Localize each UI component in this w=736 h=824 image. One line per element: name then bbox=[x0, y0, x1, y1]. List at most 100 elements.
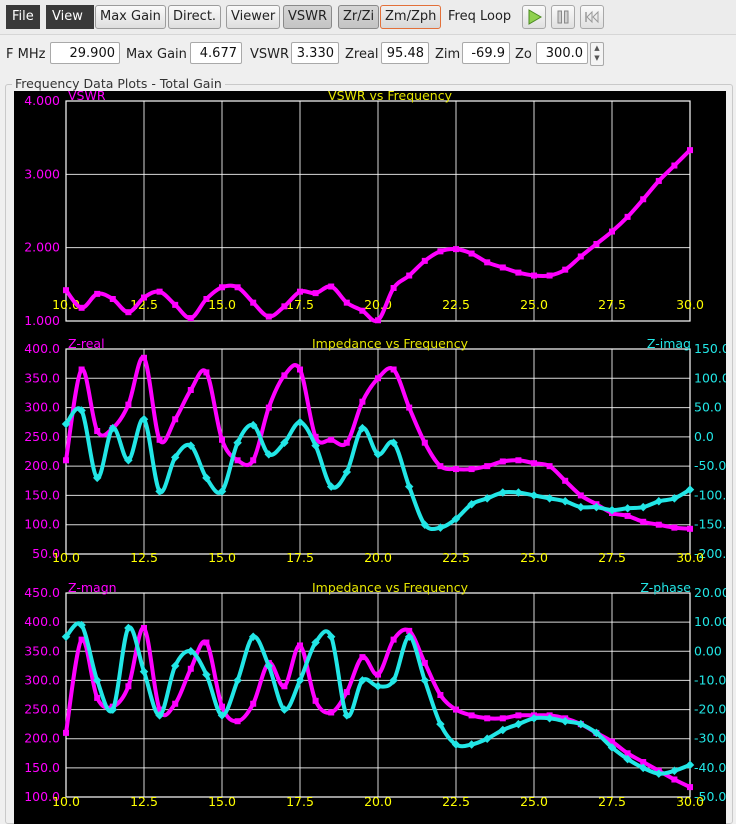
f-mhz-field[interactable]: 29.900 bbox=[50, 42, 120, 64]
rewind-icon[interactable] bbox=[580, 5, 604, 29]
right-axis-label: Z-phase bbox=[640, 580, 691, 595]
data-point bbox=[640, 518, 647, 525]
x-tick-label: 27.5 bbox=[598, 297, 626, 312]
right-tick-label: -20.00 bbox=[694, 702, 726, 717]
x-tick-label: 12.5 bbox=[130, 297, 158, 312]
zim-label: Zim bbox=[435, 47, 461, 62]
zr-zi-button[interactable]: Zr/Zi bbox=[338, 5, 380, 29]
left-tick-label: 4.000 bbox=[24, 93, 60, 108]
chart-panel-0: VSWR vs Frequency VSWR 4.000 3.000 2.000 1.00… bbox=[24, 91, 704, 328]
data-point bbox=[687, 147, 693, 154]
data-point bbox=[437, 692, 444, 698]
right-axis-label: Z-imag bbox=[647, 336, 691, 351]
data-point bbox=[297, 366, 303, 373]
zm-zph-button[interactable]: Zm/Zph bbox=[380, 5, 442, 29]
data-point bbox=[404, 632, 414, 641]
data-point bbox=[437, 248, 444, 255]
data-point bbox=[592, 728, 601, 738]
x-tick-label: 30.0 bbox=[676, 297, 704, 312]
chart-title: Impedance vs Frequency bbox=[312, 336, 469, 351]
data-point bbox=[359, 398, 366, 405]
data-point bbox=[92, 473, 102, 483]
data-point bbox=[250, 457, 257, 464]
data-point bbox=[373, 682, 383, 691]
chart-title: VSWR vs Frequency bbox=[328, 91, 453, 103]
data-point bbox=[467, 499, 476, 509]
data-point bbox=[685, 760, 695, 770]
data-point bbox=[342, 711, 352, 720]
data-point bbox=[498, 725, 508, 735]
data-point bbox=[156, 706, 163, 713]
f-mhz-label: F MHz bbox=[6, 47, 46, 62]
menu-file[interactable]: File bbox=[6, 5, 40, 29]
right-tick-label: 10.00 bbox=[694, 614, 726, 629]
x-tick-label: 17.5 bbox=[286, 794, 314, 809]
freq-loop-label: Freq Loop bbox=[448, 9, 512, 24]
right-tick-label: -50.00 bbox=[694, 789, 726, 804]
x-tick-label: 22.5 bbox=[442, 297, 470, 312]
x-tick-label: 22.5 bbox=[442, 794, 470, 809]
data-point bbox=[515, 269, 522, 276]
vswr-field[interactable]: 3.330 bbox=[291, 42, 339, 64]
pause-icon[interactable] bbox=[551, 5, 575, 29]
data-point bbox=[406, 404, 413, 411]
data-point bbox=[624, 750, 631, 757]
data-point bbox=[217, 487, 227, 496]
viewer-button[interactable]: Viewer bbox=[226, 5, 281, 29]
zo-spinner[interactable]: ▲ ▼ bbox=[590, 42, 604, 66]
x-tick-label: 20.0 bbox=[364, 550, 392, 565]
data-point bbox=[420, 676, 430, 685]
left-tick-label: 300.0 bbox=[24, 400, 60, 415]
data-point bbox=[451, 740, 461, 749]
data-point bbox=[312, 290, 319, 297]
data-point bbox=[484, 259, 491, 266]
menu-view[interactable]: View bbox=[46, 5, 94, 29]
data-point bbox=[343, 439, 350, 446]
data-point bbox=[94, 290, 101, 297]
data-point bbox=[654, 769, 664, 778]
right-tick-label: -50.0 bbox=[694, 458, 726, 473]
data-point bbox=[373, 450, 383, 459]
data-point bbox=[670, 494, 679, 503]
direct-button[interactable]: Direct. bbox=[168, 5, 222, 29]
data-point bbox=[545, 714, 554, 723]
data-point bbox=[202, 473, 211, 483]
data-point bbox=[280, 438, 289, 447]
data-point bbox=[141, 354, 147, 361]
play-icon[interactable] bbox=[522, 5, 546, 29]
data-point bbox=[671, 524, 678, 531]
max-gain-button[interactable]: Max Gain bbox=[95, 5, 166, 29]
left-tick-label: 1.000 bbox=[24, 313, 60, 328]
left-tick-label: 200.0 bbox=[24, 458, 60, 473]
data-point bbox=[576, 502, 586, 512]
main-toolbar: File View Max Gain Direct. Viewer VSWR Z… bbox=[0, 0, 736, 35]
data-point bbox=[451, 514, 461, 524]
max-gain-field[interactable]: 4.677 bbox=[190, 42, 242, 64]
data-point bbox=[281, 683, 288, 690]
left-tick-label: 200.0 bbox=[24, 731, 60, 746]
data-point bbox=[375, 317, 381, 324]
data-point bbox=[404, 482, 414, 491]
x-tick-label: 30.0 bbox=[676, 794, 704, 809]
right-tick-label: -30.00 bbox=[694, 731, 726, 746]
right-tick-label: 100.0 bbox=[694, 370, 726, 385]
left-tick-label: 450.0 bbox=[24, 585, 60, 600]
data-point bbox=[125, 309, 132, 316]
zo-field[interactable]: 300.0 bbox=[536, 42, 588, 64]
data-point bbox=[514, 719, 523, 729]
zim-field[interactable]: -69.9 bbox=[462, 42, 510, 64]
data-point bbox=[233, 438, 242, 447]
data-point bbox=[77, 406, 86, 415]
data-point bbox=[125, 683, 132, 690]
data-point bbox=[172, 700, 179, 707]
data-point bbox=[562, 477, 569, 484]
data-point bbox=[265, 313, 272, 320]
zreal-field[interactable]: 95.48 bbox=[381, 42, 429, 64]
left-tick-label: 250.0 bbox=[24, 429, 60, 444]
left-axis-label: Z-real bbox=[68, 336, 105, 351]
vswr-button[interactable]: VSWR bbox=[283, 5, 333, 29]
data-point bbox=[655, 177, 662, 184]
data-point bbox=[685, 485, 695, 494]
right-tick-label: -40.00 bbox=[694, 760, 726, 775]
data-point bbox=[390, 366, 397, 373]
